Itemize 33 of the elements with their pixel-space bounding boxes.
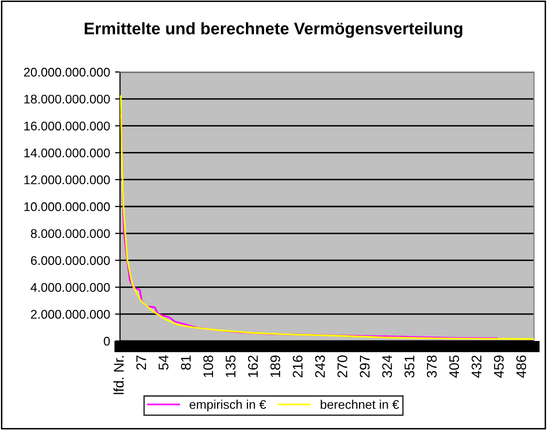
chart-title: Ermittelte und berechnete Vermögensverteilung <box>84 22 462 38</box>
y-tick-label: 18.000.000.000 <box>24 94 110 104</box>
x-tick-label: 54 <box>158 355 168 370</box>
legend-label: empirisch in € <box>190 400 266 412</box>
x-tick-label: 162 <box>248 356 258 377</box>
x-tick-label: 297 <box>360 356 370 378</box>
legend-label: berechnet in € <box>320 400 399 409</box>
x-tick-label: 459 <box>494 356 504 378</box>
y-tick-label: 2.000.000.000 <box>30 310 110 319</box>
x-tick-label: 270 <box>337 355 348 378</box>
y-tick-label: 14.000.000.000 <box>24 148 110 158</box>
x-tick-label: 27 <box>136 356 146 370</box>
y-tick-label: 0 <box>104 336 110 346</box>
y-tick-label: 4.000.000.000 <box>30 283 110 292</box>
y-tick-label: 16.000.000.000 <box>24 122 110 130</box>
x-tick-label: 81 <box>180 356 191 370</box>
x-tick-label: 108 <box>203 355 214 377</box>
x-tick-label: 243 <box>315 355 325 378</box>
y-tick-label: 8.000.000.000 <box>30 229 110 238</box>
x-tick-label: 405 <box>449 355 460 378</box>
y-tick-label: 20.000.000.000 <box>24 68 110 77</box>
y-tick-label: 10.000.000.000 <box>24 202 110 212</box>
x-tick-label: 324 <box>382 355 392 378</box>
x-tick-label: 189 <box>270 356 280 377</box>
x-tick-label: 432 <box>472 356 482 378</box>
x-tick-label: lfd. Nr. <box>114 356 124 394</box>
y-tick-label: 12.000.000.000 <box>24 175 110 184</box>
x-tick-label: 351 <box>404 356 414 378</box>
x-tick-label: 486 <box>516 355 526 378</box>
x-tick-label: 378 <box>426 355 437 378</box>
y-tick-label: 6.000.000.000 <box>30 256 110 265</box>
x-tick-label: 135 <box>226 355 236 377</box>
x-tick-label: 216 <box>292 355 303 378</box>
